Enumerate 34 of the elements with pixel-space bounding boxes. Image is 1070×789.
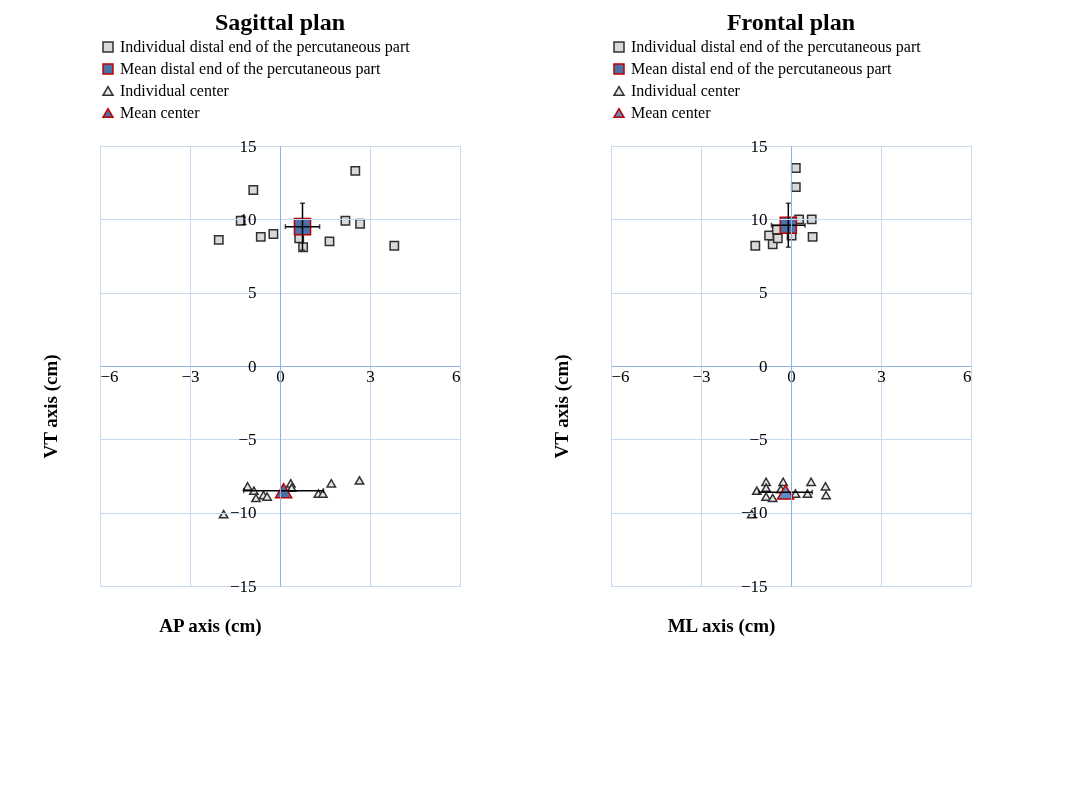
x-tick-label: −6 xyxy=(611,366,630,386)
legend-label: Mean distal end of the percutaneous part xyxy=(631,60,892,78)
y-tick-label: 15 xyxy=(750,136,768,156)
x-axis-title: ML axis (cm) xyxy=(667,614,776,637)
chart-title: Sagittal plan xyxy=(214,9,346,35)
x-tick-label: −6 xyxy=(100,366,119,386)
y-axis-title: VT axis (cm) xyxy=(550,354,573,459)
y-tick-label: −5 xyxy=(749,429,768,449)
y-tick-label: −5 xyxy=(238,429,257,449)
x-tick-label: −3 xyxy=(181,366,200,386)
y-axis-title: VT axis (cm) xyxy=(39,354,62,459)
y-tick-label: −10 xyxy=(229,503,257,523)
x-axis-title: AP axis (cm) xyxy=(159,614,262,637)
x-tick-label: 6 xyxy=(452,366,461,386)
chart-title: Frontal plan xyxy=(726,9,856,35)
x-tick-label: 3 xyxy=(877,366,886,386)
legend-label: Individual center xyxy=(631,82,741,99)
y-tick-label: 5 xyxy=(759,283,768,303)
legend-label: Mean center xyxy=(120,104,201,121)
y-tick-label: −10 xyxy=(740,503,768,523)
y-tick-label: 5 xyxy=(248,283,257,303)
legend-label: Mean center xyxy=(631,104,712,121)
x-tick-label: 6 xyxy=(963,366,972,386)
y-tick-label: −15 xyxy=(740,576,768,596)
y-tick-label: −15 xyxy=(229,576,257,596)
legend-label: Individual distal end of the percutaneous part xyxy=(120,38,411,56)
y-tick-label: 15 xyxy=(239,136,257,156)
legend-label: Individual distal end of the percutaneous part xyxy=(631,38,922,56)
x-tick-label: 3 xyxy=(366,366,375,386)
x-tick-label: −3 xyxy=(692,366,711,386)
y-tick-label: 10 xyxy=(750,209,768,229)
y-tick-label: 10 xyxy=(239,209,257,229)
legend-label: Individual center xyxy=(120,82,230,99)
legend-label: Mean distal end of the percutaneous part xyxy=(120,60,381,78)
